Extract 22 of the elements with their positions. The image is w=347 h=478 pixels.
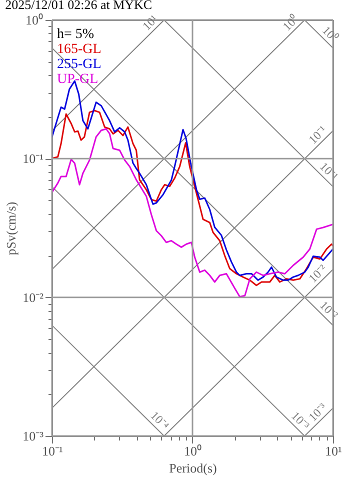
annotation: 10⁻² — [306, 261, 330, 286]
x-tick-label: 10¹ — [325, 444, 342, 458]
annotation: 10⁰ — [280, 12, 302, 34]
annotation: 10⁻¹ — [306, 122, 330, 147]
y-axis-title: pSv(cm/s) — [4, 202, 19, 256]
annotation: 10⁻¹ — [317, 159, 342, 184]
y-tick-label: 10⁻¹ — [22, 151, 44, 166]
text: 165-GL — [57, 42, 102, 57]
x-tick-label: 10⁻¹ — [42, 444, 64, 458]
series-label: 255-GL — [57, 57, 102, 72]
x-axis-title: Period(s) — [169, 460, 217, 476]
y-tick-label: 10⁰ — [26, 12, 44, 28]
annotation: 10⁰ — [320, 23, 341, 44]
annotation: h= 5% — [57, 27, 94, 42]
text: UP-GL — [57, 72, 98, 87]
y-tick-label: 10⁻² — [22, 290, 44, 305]
annotation: 10¹ — [140, 12, 161, 34]
y-tick-label: 10⁻³ — [22, 428, 44, 444]
chart-title: 2025/12/01 02:26 at MYKC — [5, 0, 152, 12]
annotation: 10⁻⁴ — [148, 408, 172, 432]
annotation: 10⁻² — [317, 298, 342, 322]
x-tick-label: 10⁰ — [184, 444, 202, 458]
